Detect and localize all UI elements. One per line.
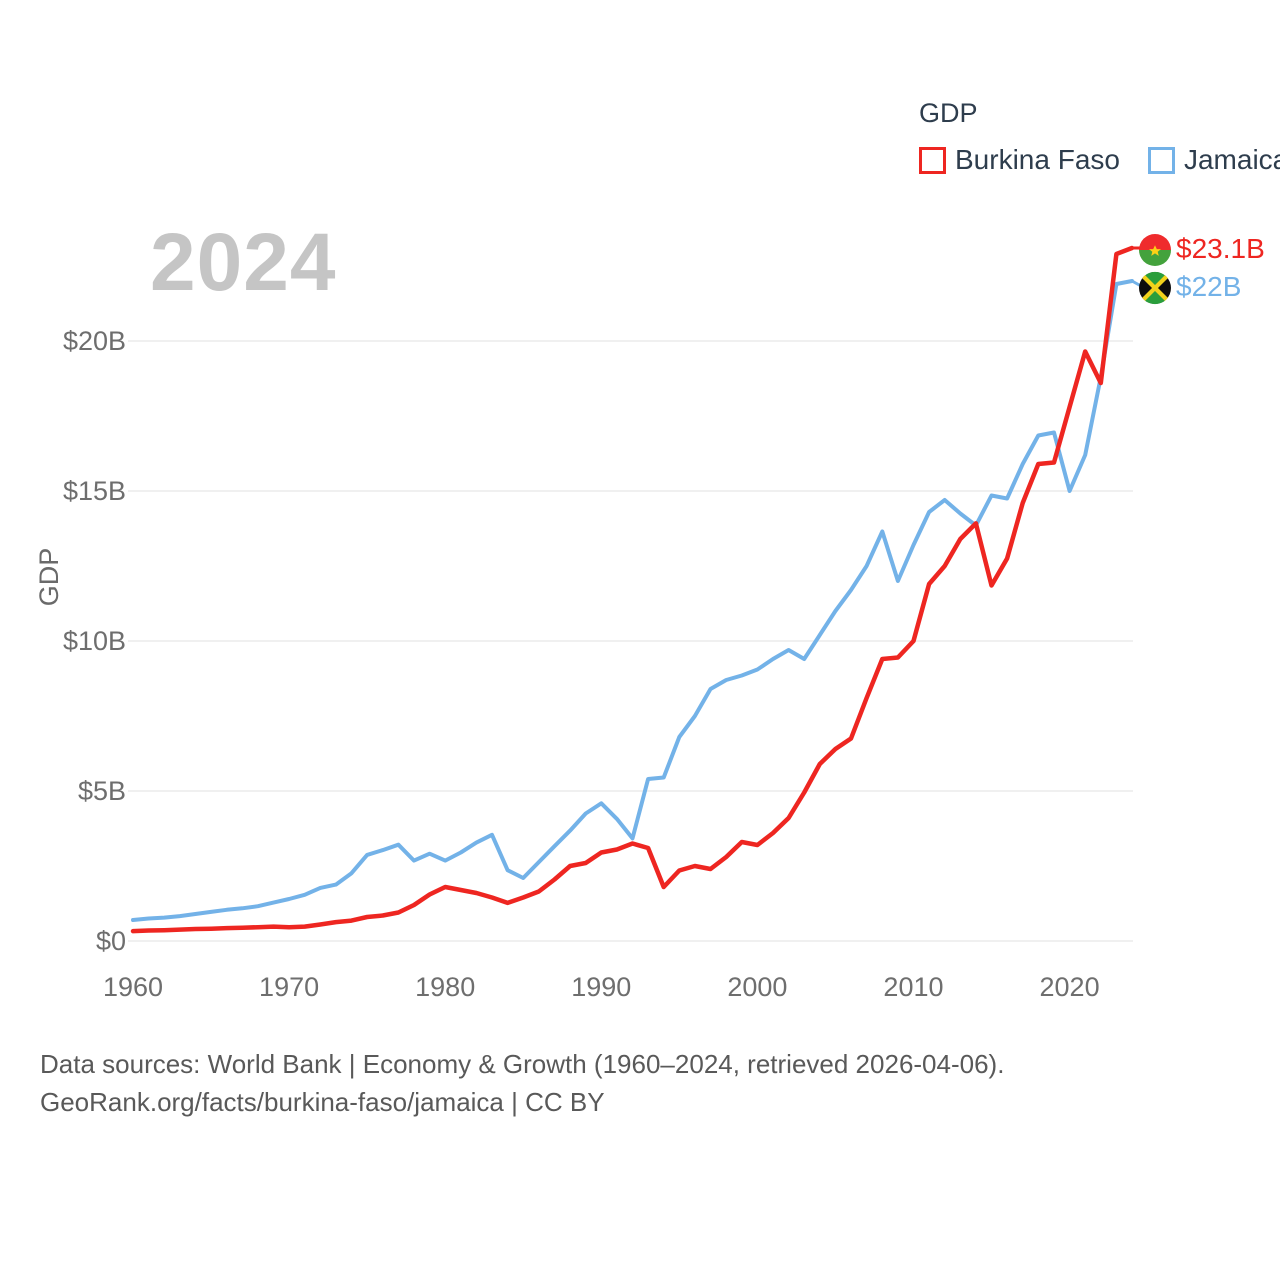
x-tick-label: 2020: [1040, 972, 1100, 1002]
burkina-faso-flag-icon: [1139, 234, 1171, 266]
y-tick-label: $5B: [78, 776, 126, 806]
burkina-faso-swatch-icon: [919, 146, 946, 174]
x-tick-label: 1960: [103, 972, 163, 1002]
legend-title: GDP: [919, 98, 978, 128]
data-sources-text: Data sources: World Bank | Economy & Gro…: [40, 1049, 1005, 1079]
jamaica-flag-icon: [1139, 271, 1171, 305]
legend-items: Burkina Faso Jamaica: [919, 144, 1280, 176]
series-line-burkina-faso: [130, 245, 1135, 934]
y-tick-label: $20B: [63, 326, 126, 356]
attribution-link-text[interactable]: GeoRank.org/facts/burkina-faso/jamaica |…: [40, 1087, 605, 1117]
y-axis-title: GDP: [34, 548, 64, 607]
y-tick-label: $15B: [63, 476, 126, 506]
legend-item-jamaica[interactable]: Jamaica: [1147, 144, 1280, 176]
chart-legend: GDP Burkina Faso Jamaica: [919, 98, 1280, 176]
legend-item-label: Burkina Faso: [955, 144, 1120, 175]
x-tick-label: 1970: [259, 972, 319, 1002]
y-tick-label: $10B: [63, 626, 126, 656]
x-tick-label: 2010: [883, 972, 943, 1002]
legend-item-burkina-faso[interactable]: Burkina Faso: [919, 144, 1120, 176]
x-tick-label: 1980: [415, 972, 475, 1002]
jamaica-end-value: $22B: [1176, 271, 1242, 302]
watermark-year: 2024: [150, 217, 337, 308]
jamaica-swatch-icon: [1147, 146, 1175, 174]
burkina-faso-end-value: $23.1B: [1176, 233, 1265, 264]
series-end-markers: [1131, 234, 1171, 305]
x-tick-label: 1990: [571, 972, 631, 1002]
legend-item-label: Jamaica: [1183, 144, 1280, 175]
y-tick-label: $0: [96, 926, 126, 956]
x-tick-label: 2000: [727, 972, 787, 1002]
series-line-jamaica: [131, 279, 1134, 922]
